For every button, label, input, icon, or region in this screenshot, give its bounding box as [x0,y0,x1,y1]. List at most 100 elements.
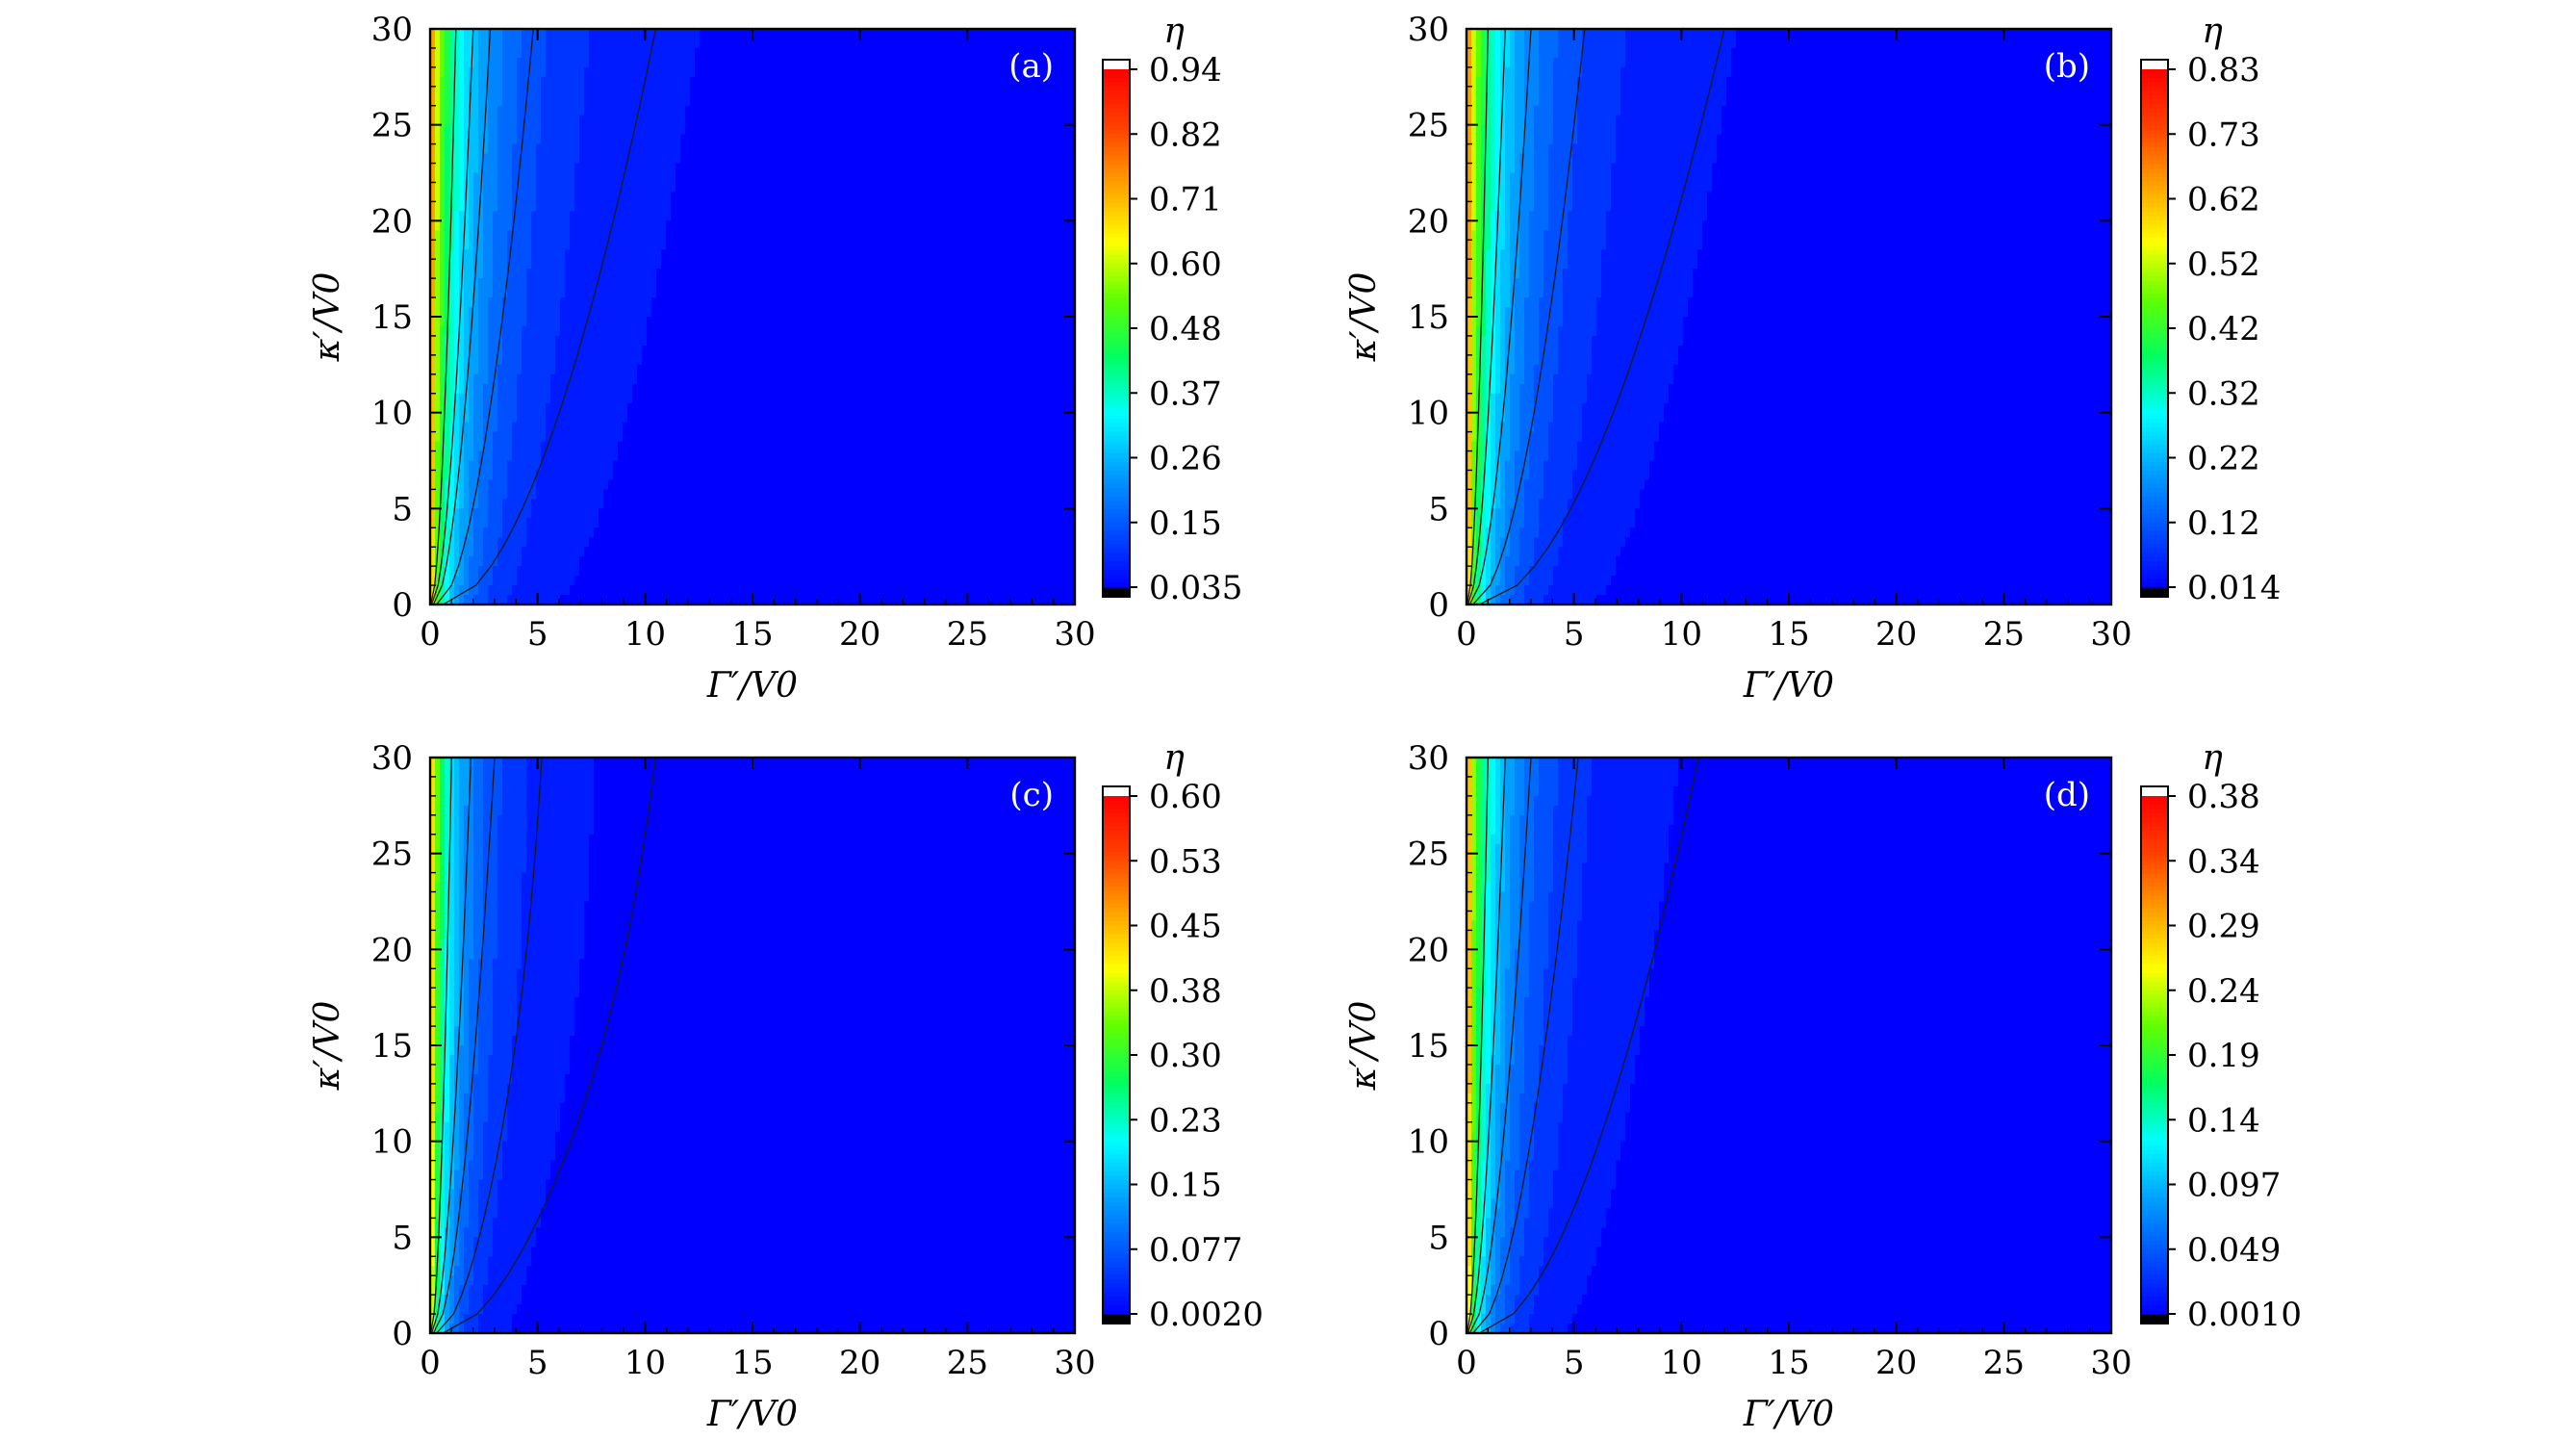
field-cell [916,364,922,375]
field-cell [550,269,556,279]
field-cell [536,335,542,347]
field-cell [964,172,970,184]
field-cell [531,66,537,78]
field-cell [733,335,739,347]
field-cell [854,307,859,318]
field-cell [772,192,778,202]
field-cell [786,278,792,289]
field-cell [752,86,758,97]
field-cell [1012,76,1018,88]
field-cell [599,373,604,385]
field-cell [854,86,859,97]
field-cell [983,172,989,184]
field-cell [709,345,715,356]
field-cell [642,211,648,221]
field-cell [459,211,465,221]
field-cell [887,373,893,385]
field-cell [550,38,556,49]
field-cell [1065,240,1071,250]
field-cell [565,278,571,289]
field-cell [473,373,479,385]
field-cell [435,278,441,289]
field-cell [820,105,826,116]
field-cell [748,29,753,39]
field-cell [1051,105,1057,116]
field-cell [1017,66,1023,78]
field-cell [772,335,778,347]
field-cell [685,134,691,145]
field-cell [940,172,946,184]
field-cell [637,201,643,212]
field-cell [950,354,956,366]
field-cell [863,307,869,318]
field-cell [839,143,845,155]
field-cell [570,383,575,395]
field-cell [926,172,931,184]
field-cell [993,76,999,88]
field-cell [676,143,681,155]
field-cell [743,57,749,68]
field-cell [777,86,782,97]
field-cell [844,317,850,327]
field-cell [950,211,956,221]
field-cell [637,182,643,193]
field-cell [772,317,778,327]
field-cell [906,317,912,327]
field-cell [613,76,619,88]
field-cell [820,124,826,136]
field-cell [642,335,648,347]
field-cell [493,354,498,366]
field-cell [574,335,580,347]
field-cell [454,335,460,347]
field-cell [574,325,580,337]
field-cell [700,317,705,327]
field-cell [661,76,667,88]
field-cell [531,76,537,88]
field-cell [1012,95,1018,107]
field-cell [608,364,614,375]
field-cell [440,172,446,184]
field-cell [738,354,744,366]
field-cell [1056,269,1061,279]
field-cell [940,211,946,221]
field-cell [897,47,903,59]
field-cell [767,278,773,289]
field-cell [473,269,479,279]
field-cell [700,345,705,356]
field-cell [680,354,686,366]
field-cell [892,211,898,221]
field-cell [873,230,879,241]
field-cell [627,345,633,356]
field-cell [878,163,883,174]
field-cell [555,354,561,366]
field-cell [983,317,989,327]
field-cell [445,307,450,318]
field-cell [666,259,672,270]
field-cell [882,230,888,241]
field-cell [902,66,907,78]
field-cell [858,354,864,366]
field-cell [931,153,936,165]
field-cell [935,325,941,337]
field-cell [469,124,474,136]
field-cell [1051,115,1057,126]
field-cell [974,105,980,116]
field-cell [546,86,551,97]
field-cell [950,153,956,165]
field-cell [1012,201,1018,212]
field-cell [1027,288,1033,298]
field-cell [940,29,946,39]
field-cell [738,76,744,88]
field-cell [522,29,527,39]
field-cell [430,38,436,49]
field-cell [440,124,446,136]
field-cell [810,364,816,375]
field-cell [651,278,657,289]
field-cell [502,95,508,107]
field-cell [531,172,537,184]
field-cell [459,172,465,184]
field-cell [748,76,753,88]
field-cell [979,249,984,260]
field-cell [1036,38,1042,49]
field-cell [478,124,484,136]
